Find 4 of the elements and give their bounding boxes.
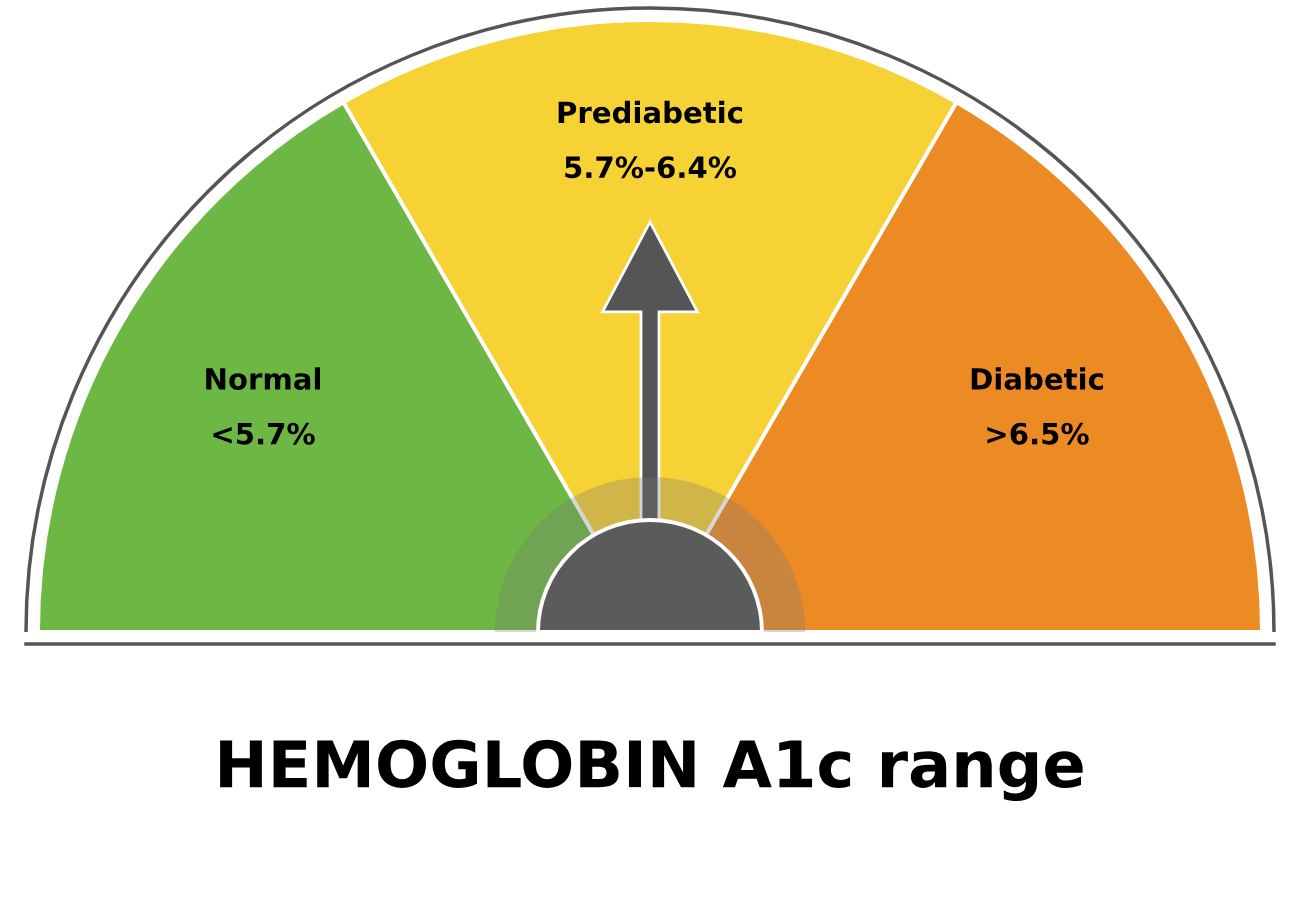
slice-label: Normal <5.7% <box>206 367 321 445</box>
text: HEMOGLOBIN A1c range <box>220 739 1083 801</box>
slice-label: Prediabetic 5.7%-6.4% <box>558 100 743 179</box>
slice-label: Diabetic >6.5% <box>971 367 1103 445</box>
